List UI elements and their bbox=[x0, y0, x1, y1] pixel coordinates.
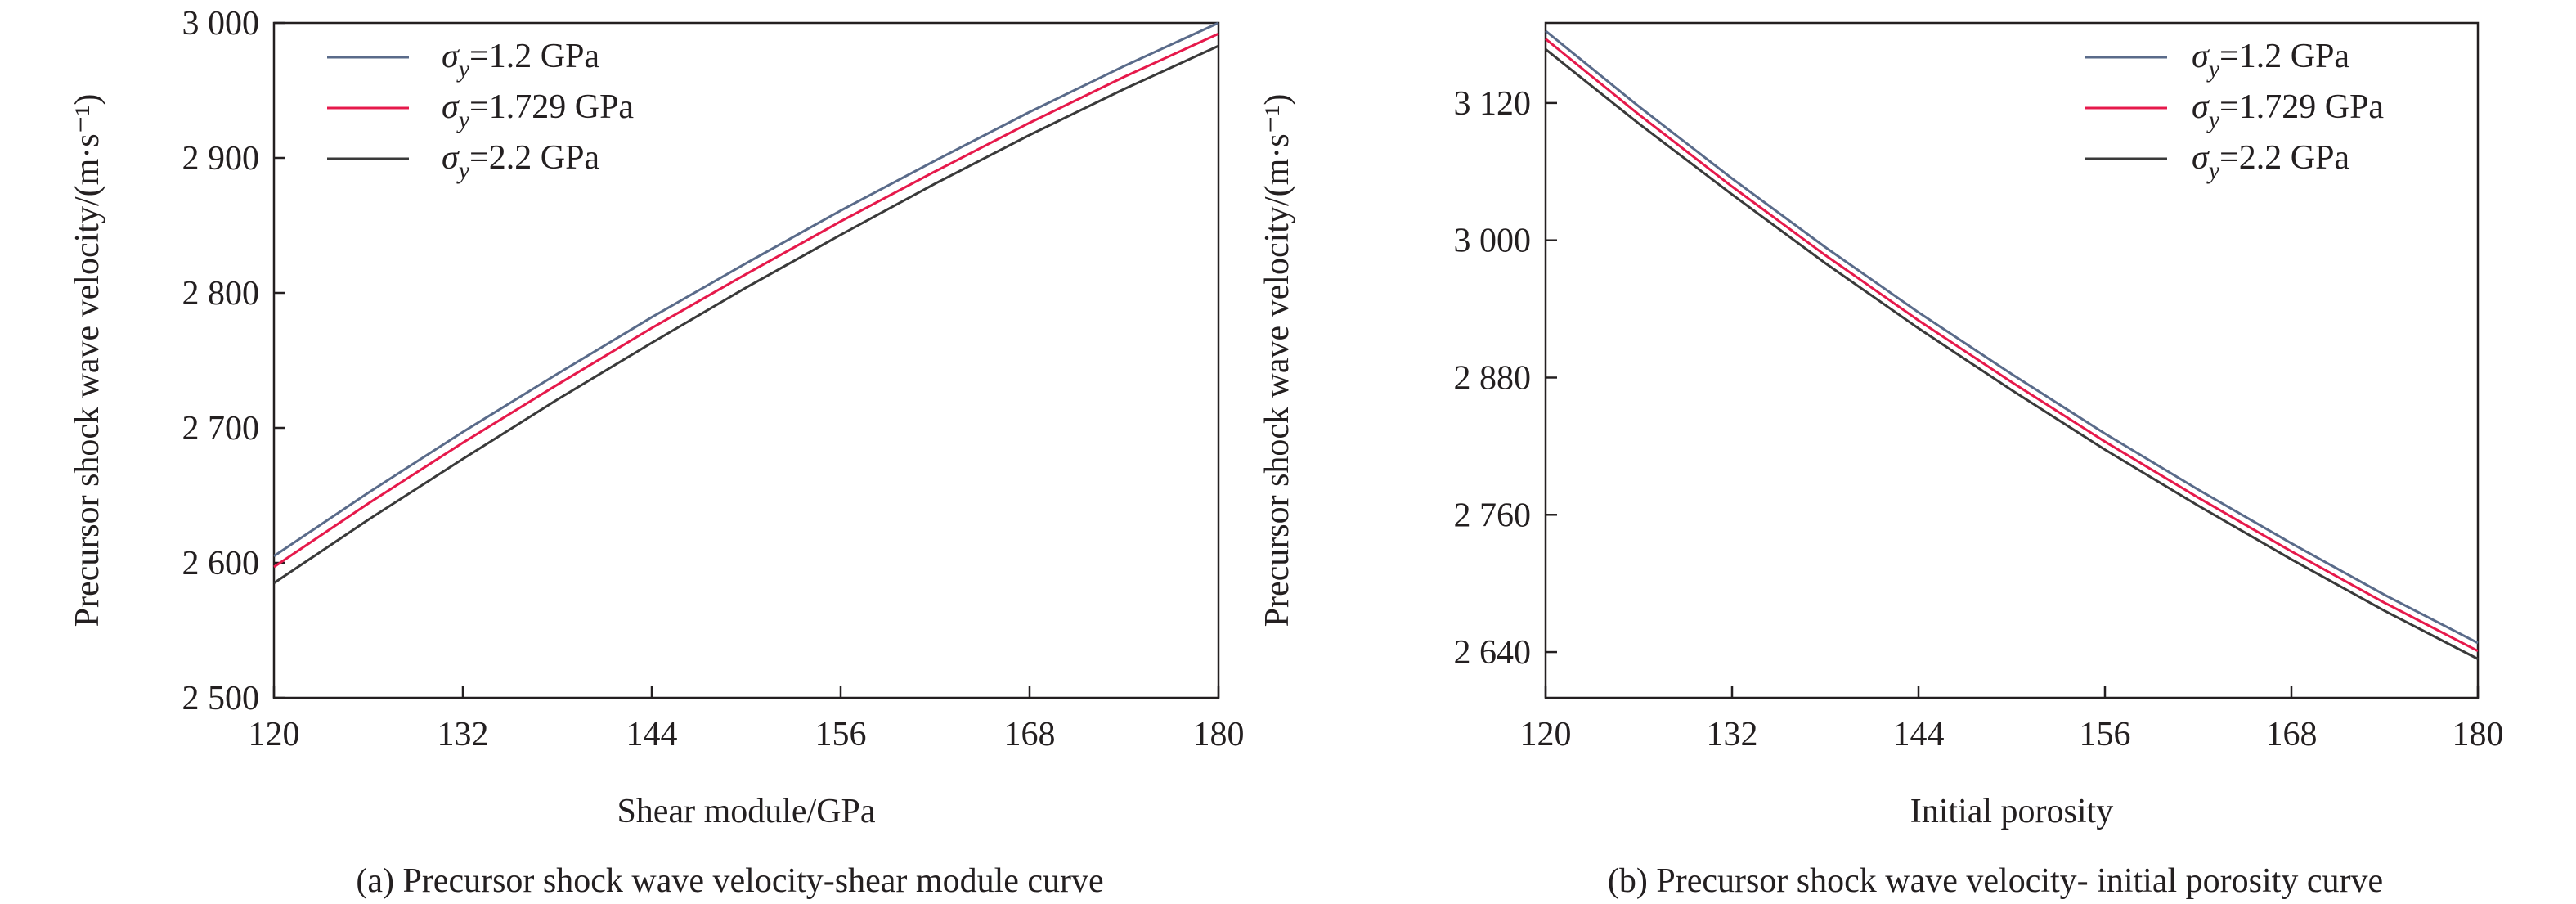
chart-a-x-tick-label: 156 bbox=[815, 716, 867, 753]
chart-a-panel: 120 132 144 156 168 180 2 500 2 600 2 700 2 800 2 … bbox=[69, 5, 1245, 900]
chart-b-x-tick-label: 156 bbox=[2080, 716, 2131, 753]
chart-b-x-tick-label: 144 bbox=[1893, 716, 1945, 753]
chart-b-x-axis-label: Initial porosity bbox=[1910, 793, 2113, 830]
chart-a-series-line-1 bbox=[273, 21, 1219, 558]
chart-b-series-line-2 bbox=[1545, 38, 2479, 653]
chart-b-y-tick-label: 2 640 bbox=[1454, 634, 1532, 672]
chart-a-plot-frame bbox=[272, 21, 1220, 699]
chart-a-y-tick-label: 2 500 bbox=[182, 680, 260, 717]
chart-b-y-tick-label: 2 760 bbox=[1454, 497, 1532, 534]
chart-b-x-tick-label: 132 bbox=[1707, 716, 1758, 753]
chart-b-caption: (b) Precursor shock wave velocity- initi… bbox=[1608, 862, 2383, 900]
chart-b-y-tick-label: 2 880 bbox=[1454, 359, 1532, 397]
chart-b-legend-entry-1: σy=1.2 GPa bbox=[2192, 38, 2349, 83]
chart-a-legend: σy=1.2 GPa σy=1.729 GPa σy=2.2 GPa bbox=[327, 38, 634, 184]
chart-a-y-axis-label: Precursor shock wave velocity/(m·s⁻¹) bbox=[69, 94, 106, 627]
chart-a-x-tick-label: 168 bbox=[1004, 716, 1056, 753]
chart-b-y-tick-label: 3 120 bbox=[1454, 85, 1532, 123]
chart-a-x-axis-label: Shear module/GPa bbox=[617, 793, 875, 830]
chart-b-x-tick-label: 120 bbox=[1520, 716, 1572, 753]
chart-b-legend-entry-2: σy=1.729 GPa bbox=[2192, 88, 2384, 133]
chart-a-y-tick-label: 2 700 bbox=[182, 410, 260, 448]
chart-b-plot-frame bbox=[1544, 21, 2480, 699]
chart-a-y-tick-label: 2 800 bbox=[182, 275, 260, 313]
chart-a-legend-entry-1: σy=1.2 GPa bbox=[442, 38, 599, 83]
chart-b-x-tick-label: 168 bbox=[2266, 716, 2318, 753]
chart-a-legend-entry-2: σy=1.729 GPa bbox=[442, 88, 634, 133]
chart-b-series-line-1 bbox=[1545, 29, 2479, 645]
chart-a-y-tick-label: 2 600 bbox=[182, 545, 260, 582]
chart-a-x-tick-label: 132 bbox=[438, 716, 489, 753]
chart-a-caption: (a) Precursor shock wave velocity-shear … bbox=[356, 862, 1103, 900]
chart-a-x-tick-label: 120 bbox=[249, 716, 300, 753]
chart-b-x-tick-label: 180 bbox=[2453, 716, 2504, 753]
chart-a-legend-entry-3: σy=2.2 GPa bbox=[442, 139, 599, 184]
chart-a-series-line-2 bbox=[273, 32, 1219, 569]
chart-b-legend: σy=1.2 GPa σy=1.729 GPa σy=2.2 GPa bbox=[2085, 38, 2384, 184]
chart-b-y-axis-label: Precursor shock wave velocity/(m·s⁻¹) bbox=[1259, 94, 1296, 627]
chart-a-y-tick-label: 3 000 bbox=[182, 5, 260, 43]
chart-b-legend-entry-3: σy=2.2 GPa bbox=[2192, 139, 2349, 184]
chart-a-series-line-3 bbox=[273, 44, 1219, 585]
chart-b-y-tick-label: 3 000 bbox=[1454, 223, 1532, 260]
chart-a-y-tick-label: 2 900 bbox=[182, 140, 260, 178]
chart-b-panel: 120 132 144 156 168 180 2 640 2 760 2 880 3 000 3 … bbox=[1259, 21, 2504, 900]
chart-a-x-tick-label: 144 bbox=[626, 716, 678, 753]
chart-b-series-line-3 bbox=[1545, 48, 2479, 660]
chart-a-x-tick-label: 180 bbox=[1193, 716, 1245, 753]
